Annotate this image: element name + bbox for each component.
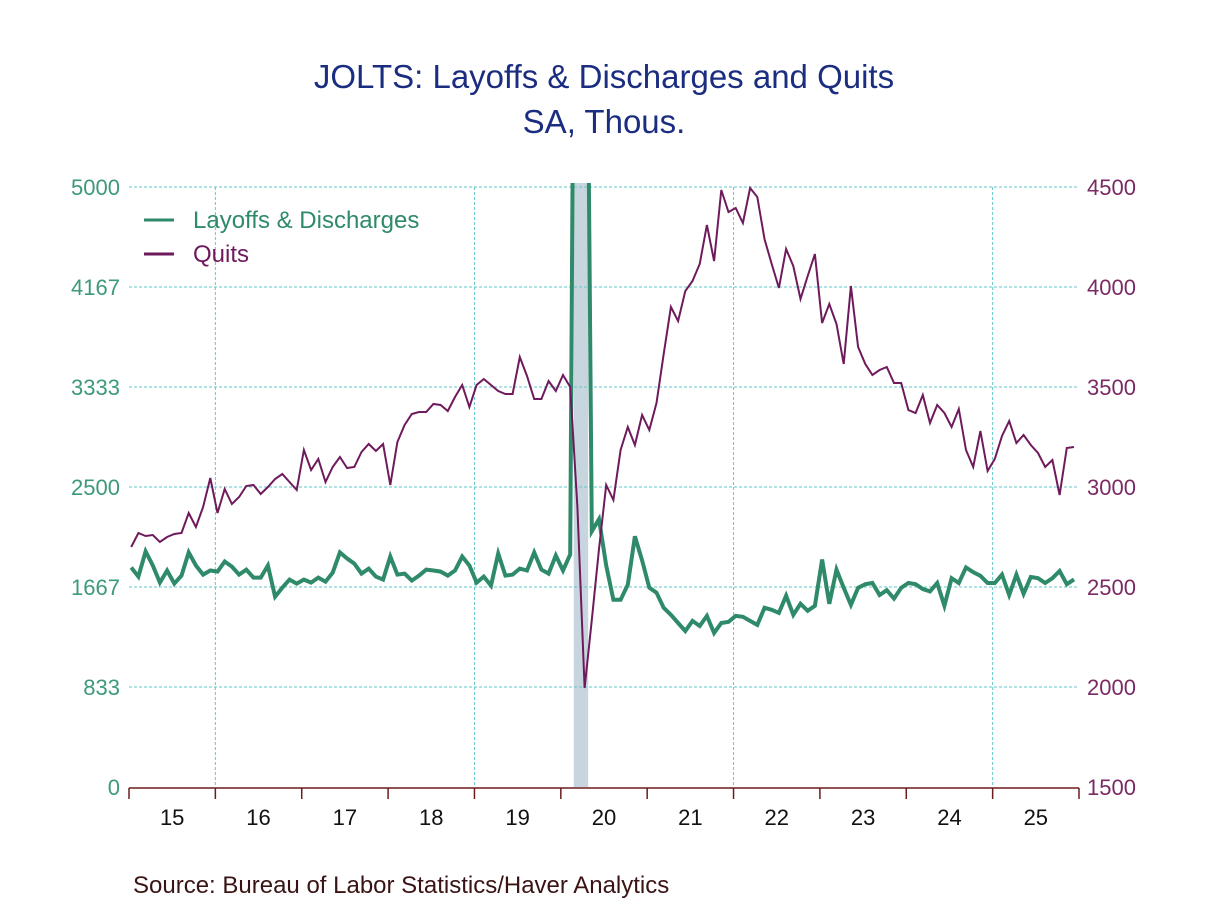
x-axis-tick-label: 25 (1024, 805, 1048, 830)
right-axis-tick-label: 4500 (1087, 175, 1136, 200)
left-axis-tick-label: 4167 (71, 275, 120, 300)
right-axis-tick-label: 2500 (1087, 575, 1136, 600)
left-axis-tick-label: 5000 (71, 175, 120, 200)
left-axis-tick-label: 1667 (71, 575, 120, 600)
right-axis-tick-label: 1500 (1087, 775, 1136, 800)
x-axis-tick-label: 21 (678, 805, 702, 830)
chart-title: JOLTS: Layoffs & Discharges and Quits (313, 58, 895, 95)
x-axis-tick-label: 15 (160, 805, 184, 830)
source-note: Source: Bureau of Labor Statistics/Haver… (133, 872, 670, 899)
x-axis-tick-label: 22 (764, 805, 788, 830)
x-axis-tick-label: 19 (505, 805, 529, 830)
legend-label: Quits (193, 241, 249, 268)
recession-shading (573, 183, 589, 787)
series-group (129, 183, 1076, 689)
x-axis-tick-label: 23 (851, 805, 875, 830)
series-line-quits (130, 185, 1075, 689)
series-line-layoffs-discharges (129, 183, 1076, 638)
right-axis-tick-label: 3500 (1087, 375, 1136, 400)
right-axis-tick-label: 4000 (1087, 275, 1136, 300)
left-axis-tick-label: 2500 (71, 475, 120, 500)
right-axis-tick-label: 2000 (1087, 675, 1136, 700)
left-axis-tick-label: 3333 (71, 375, 120, 400)
x-axis-tick-label: 18 (419, 805, 443, 830)
x-axis-tick-label: 16 (246, 805, 270, 830)
left-axis-tick-label: 0 (108, 775, 120, 800)
legend-label: Layoffs & Discharges (193, 207, 419, 234)
x-axis-tick-label: 24 (937, 805, 961, 830)
right-axis-tick-label: 3000 (1087, 475, 1136, 500)
x-axis-tick-label: 17 (333, 805, 357, 830)
chart-subtitle: SA, Thous. (522, 103, 686, 140)
left-axis-tick-label: 833 (83, 675, 120, 700)
x-axis-tick-label: 20 (592, 805, 616, 830)
